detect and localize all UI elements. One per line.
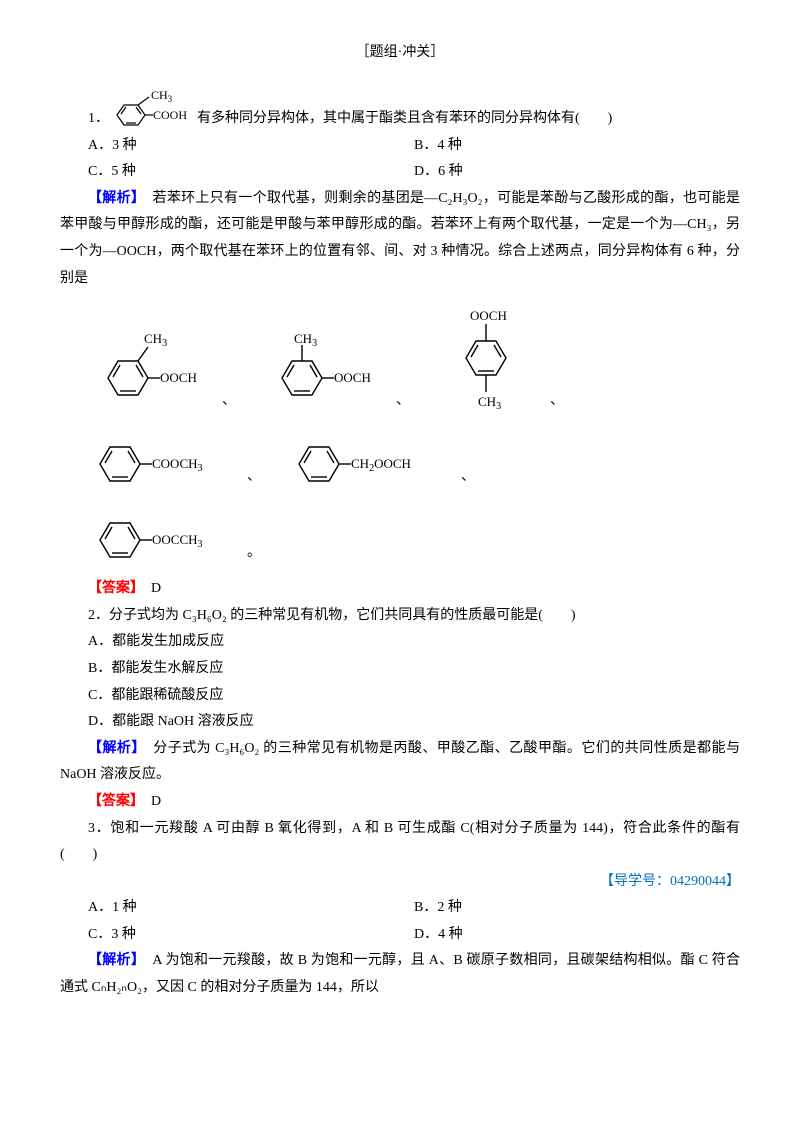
svg-text:OOCH: OOCH [334,370,371,385]
q1-explain-text: 若苯环上只有一个取代基，则剩余的基团是—C₂H₃O₂，可能是苯酚与乙酸形成的酯，… [60,191,740,286]
q2-answer: 【答案】 D [60,789,740,816]
structure-oocch3: OOCCH3 。 [88,500,261,570]
q1-answer: 【答案】 D [60,576,740,603]
answer-label: 【答案】 [88,794,137,809]
q1-stem-tail: 有多种同分异构体，其中属于酯类且含有苯环的同分异构体有( ) [197,106,612,133]
q2-stem-text: 分子式均为 C₃H₆O₂ 的三种常见有机物，它们共同具有的性质最可能是( ) [109,608,576,623]
explain-label: 【解析】 [88,741,139,756]
q2-option-d: D．都能跟 NaOH 溶液反应 [60,709,740,736]
svg-text:CH3: CH3 [294,331,317,349]
document-page: ［题组·冲关］ 1． CH3 COOH 有多种同分异构体，其中属于酯类且含有苯环… [0,0,800,1032]
explain-label: 【解析】 [88,953,138,968]
svg-text:OOCH: OOCH [160,370,197,385]
svg-text:CH2OOCH: CH2OOCH [351,456,411,474]
q2-number: 2． [88,608,109,623]
structure-ortho: CH3 OOCH 、 [88,323,236,418]
svg-text:OOCH: OOCH [470,308,507,323]
q3-option-a: A．1 种 [88,895,414,922]
q1-number: 1． [88,106,109,133]
svg-text:COOCH3: COOCH3 [152,456,203,474]
svg-text:CH3: CH3 [144,331,167,349]
q1-options-row1: A．3 种 B．4 种 [88,133,740,160]
q3-option-b: B．2 种 [414,895,740,922]
structure-para: OOCH CH3 、 [436,298,564,418]
q3-stem-text: 饱和一元羧酸 A 可由醇 B 氧化得到，A 和 B 可生成酯 C(相对分子质量为… [60,821,754,863]
q3-explain-text: A 为饱和一元羧酸，故 B 为饱和一元醇，且 A、B 碳原子数相同，且碳架结构相… [60,953,740,995]
q1-structures-row2: COOCH3 、 CH2OOCH 、 [88,424,740,494]
svg-text:COOH: COOH [153,108,187,122]
q2-option-b: B．都能发生水解反应 [60,656,740,683]
q3-options-row1: A．1 种 B．2 种 [88,895,740,922]
q2-option-c: C．都能跟稀硫酸反应 [60,683,740,710]
q1-stem: 1． CH3 COOH 有多种同分异构体，其中属于酯类且含有苯环的同分异构体有(… [88,85,740,133]
q2-stem: 2．分子式均为 C₃H₆O₂ 的三种常见有机物，它们共同具有的性质最可能是( ) [60,603,740,630]
q1-structure-icon: CH3 COOH [109,85,197,133]
q3-option-c: C．3 种 [88,922,414,949]
q2-explain-text: 分子式为 C₃H₆O₂ 的三种常见有机物是丙酸、甲酸乙酯、乙酸甲酯。它们的共同性… [60,741,740,783]
q3-number: 3． [88,821,110,836]
q3-reference: 【导学号：04290044】 [60,869,740,896]
q1-option-c: C．5 种 [88,159,414,186]
q2-option-a: A．都能发生加成反应 [60,629,740,656]
answer-label: 【答案】 [88,581,137,596]
q3-options-row2: C．3 种 D．4 种 [88,922,740,949]
q1-structures-row1: CH3 OOCH 、 CH3 OOCH 、 [88,298,740,418]
svg-text:OOCCH3: OOCCH3 [152,532,203,550]
q3-explanation: 【解析】 A 为饱和一元羧酸，故 B 为饱和一元醇，且 A、B 碳原子数相同，且… [60,948,740,1001]
ref-label: 【导学号：04290044】 [600,874,740,889]
q1-option-d: D．6 种 [414,159,740,186]
q3-stem: 3．饱和一元羧酸 A 可由醇 B 氧化得到，A 和 B 可生成酯 C(相对分子质… [60,816,740,869]
q1-option-a: A．3 种 [88,133,414,160]
q2-answer-text: D [137,794,161,809]
structure-cooch3: COOCH3 、 [88,424,261,494]
structure-meta: CH3 OOCH 、 [262,323,410,418]
q1-period: 。 [247,540,261,567]
q3-option-d: D．4 种 [414,922,740,949]
q1-option-b: B．4 种 [414,133,740,160]
q1-structures-row3: OOCCH3 。 [88,500,740,570]
q1-answer-text: D [137,581,161,596]
structure-ch2ooch: CH2OOCH 、 [287,424,475,494]
q1-explanation: 【解析】 若苯环上只有一个取代基，则剩余的基团是—C₂H₃O₂，可能是苯酚与乙酸… [60,186,740,292]
q1-options-row2: C．5 种 D．6 种 [88,159,740,186]
svg-text:CH3: CH3 [151,88,173,104]
svg-text:CH3: CH3 [478,394,501,412]
q2-explanation: 【解析】 分子式为 C₃H₆O₂ 的三种常见有机物是丙酸、甲酸乙酯、乙酸甲酯。它… [60,736,740,789]
explain-label: 【解析】 [88,191,138,206]
section-header: ［题组·冲关］ [60,40,740,67]
